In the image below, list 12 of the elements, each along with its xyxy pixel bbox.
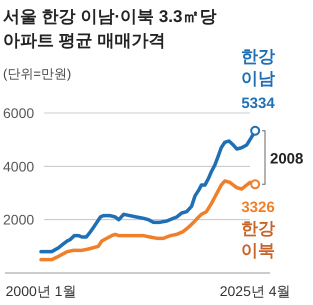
annotation: 2008 (270, 150, 304, 168)
data-label: 5334 (241, 95, 276, 112)
chart-title: 서울 한강 이남·이북 3.3㎡당 아파트 평균 매매가격 (3, 7, 216, 50)
y-tick-label: 4000 (3, 158, 34, 174)
data-label: 3326 (241, 199, 275, 216)
chart-subtitle: (단위=만원) (3, 66, 72, 81)
x-tick-label: 2025년 4월 (220, 283, 291, 299)
series-label: 한강 이북 (241, 219, 275, 260)
y-tick-label: 6000 (3, 105, 34, 121)
y-tick-label: 2000 (3, 212, 34, 228)
text: 한강 이남 (241, 47, 275, 88)
x-tick-label: 2000년 1월 (6, 283, 76, 299)
